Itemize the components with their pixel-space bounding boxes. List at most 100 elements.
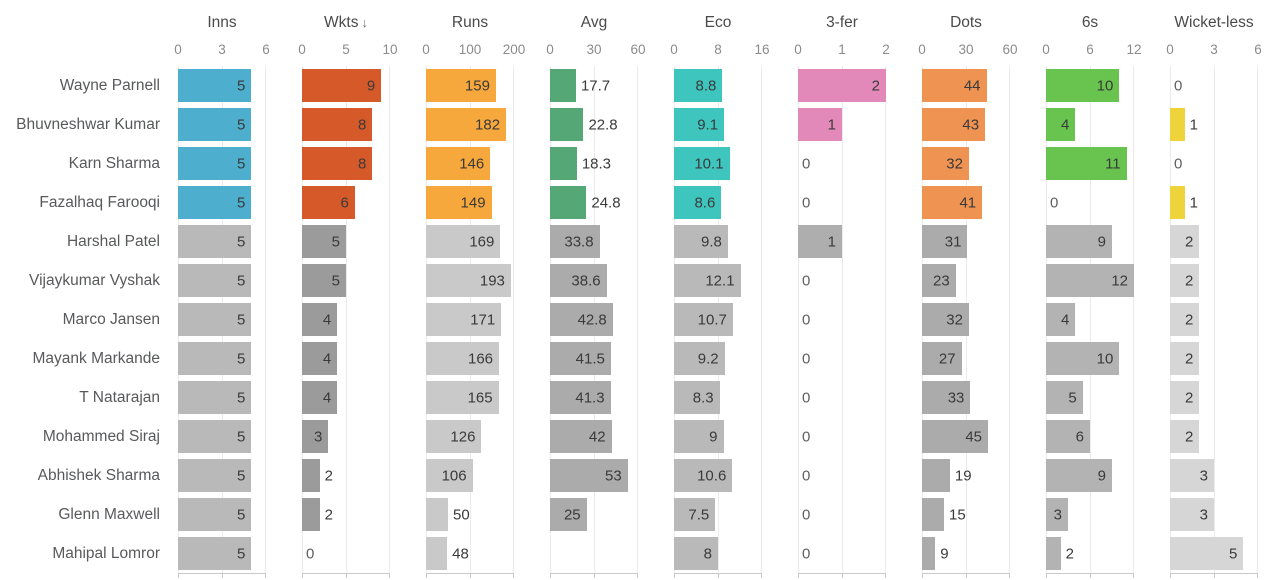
bar-value-label: 193 <box>479 272 505 289</box>
column-sort-title[interactable]: Avg <box>550 14 638 32</box>
bar <box>1170 186 1185 219</box>
gridline <box>389 66 390 573</box>
axis-tick-label: 6 <box>1086 42 1094 57</box>
bar <box>302 147 373 180</box>
axis-tick-mark <box>966 574 967 578</box>
bar-cell: 149 <box>426 183 514 222</box>
column-header: Avg 0 30 60 <box>546 0 645 66</box>
column-sort-title[interactable]: 3-fer <box>798 14 886 32</box>
bar <box>302 459 320 492</box>
bar-cell: 0 <box>798 417 886 456</box>
axis-tick-label: 12 <box>1126 42 1142 57</box>
bar-value-label: 0 <box>802 506 811 523</box>
bar-rows: 9 8 8 6 5 5 4 4 4 3 2 2 0 <box>302 66 390 573</box>
player-name-row: Abhishek Sharma <box>0 457 166 496</box>
bar-value-label: 9 <box>1097 233 1106 250</box>
bar <box>1170 420 1200 453</box>
bar-cell: 17.7 <box>550 66 638 105</box>
bar-cell: 146 <box>426 144 514 183</box>
bar-cell: 9.2 <box>674 339 762 378</box>
bar-value-label: 42 <box>588 428 606 445</box>
bar-value-label: 9.2 <box>697 350 719 367</box>
bar-cell: 3 <box>1170 456 1258 495</box>
bar-cell: 41.3 <box>550 378 638 417</box>
bar-cell: 5 <box>1170 534 1258 573</box>
bar <box>302 186 355 219</box>
bar <box>550 342 611 375</box>
axis-tick-label: 0 <box>918 42 926 57</box>
bar <box>550 264 607 297</box>
bar-cell: 9 <box>922 534 1010 573</box>
metric-column-eco: Eco 0 8 16 8.8 9.1 10.1 8.6 9.8 12.1 10.7 9.2 8.3 9 10… <box>670 0 770 580</box>
metric-column-runs: Runs 0 100 200 159 182 146 149 169 193 171 166 165 12… <box>422 0 525 580</box>
bar-cell: 0 <box>798 261 886 300</box>
axis-tick-mark <box>761 574 762 578</box>
bar <box>922 186 983 219</box>
column-plot-area: 8.8 9.1 10.1 8.6 9.8 12.1 10.7 9.2 8.3 9 10.6 7.5 8 <box>674 66 762 578</box>
bar-value-label: 5 <box>236 155 246 172</box>
axis-tick-label: 0 <box>794 42 802 57</box>
axis-tick-label: 0 <box>298 42 306 57</box>
bar-rows: 10 4 11 0 9 12 4 10 5 6 9 3 2 <box>1046 66 1134 573</box>
bar-cell: 10.7 <box>674 300 762 339</box>
bar-value-label: 0 <box>802 428 811 445</box>
bar-value-label: 38.6 <box>571 272 601 289</box>
axis-tick-label: 2 <box>882 42 890 57</box>
bar-cell: 12 <box>1046 261 1134 300</box>
column-sort-title[interactable]: Inns <box>178 14 266 32</box>
axis-tick-label: 3 <box>218 42 226 57</box>
bar-cell: 2 <box>798 66 886 105</box>
axis-tick-labels: 0 100 200 <box>422 42 525 62</box>
gridline <box>761 66 762 573</box>
column-title-label: 3-fer <box>826 14 858 31</box>
bar-cell: 50 <box>426 495 514 534</box>
column-sort-title[interactable]: Wkts ↓ <box>302 14 390 32</box>
bar <box>550 69 576 102</box>
column-sort-title[interactable]: Runs <box>426 14 514 32</box>
bar <box>674 381 720 414</box>
column-sort-title[interactable]: Dots <box>922 14 1010 32</box>
player-name-row: Glenn Maxwell <box>0 496 166 535</box>
bar-cell: 11 <box>1046 144 1134 183</box>
player-name-row: Mohammed Siraj <box>0 418 166 457</box>
column-plot-area: 17.7 22.8 18.3 24.8 33.8 38.6 42.8 41.5 41.3 42 53… <box>550 66 638 578</box>
bar <box>674 498 716 531</box>
column-sort-title[interactable]: 6s <box>1046 14 1134 32</box>
bar-value-label: 11 <box>1105 155 1121 172</box>
bar-value-label: 5 <box>236 194 246 211</box>
bar-cell: 5 <box>178 417 266 456</box>
bar <box>550 108 584 141</box>
bar-cell: 8 <box>302 105 390 144</box>
column-plot-area: 2 1 0 0 1 0 0 0 0 0 0 0 0 <box>798 66 886 578</box>
column-sort-title[interactable]: Wicket-less <box>1170 14 1258 32</box>
column-header: Inns 0 3 6 <box>174 0 270 66</box>
player-name: T Natarajan <box>79 389 160 407</box>
bar <box>798 108 842 141</box>
axis-tick-label: 6 <box>262 42 270 57</box>
bar <box>426 147 491 180</box>
player-name-row: Mayank Markande <box>0 340 166 379</box>
axis-tick-label: 5 <box>342 42 350 57</box>
bar-value-label: 182 <box>475 116 501 133</box>
gridline <box>637 66 638 573</box>
bar <box>302 498 320 531</box>
metric-column-3-fer: 3-fer 0 1 2 2 1 0 0 1 0 0 0 0 0 0 0 0 <box>794 0 890 580</box>
axis-tick-mark <box>842 574 843 578</box>
bar <box>1046 498 1068 531</box>
bar <box>550 186 587 219</box>
bar-cell: 2 <box>1170 261 1258 300</box>
bar-cell: 5 <box>178 339 266 378</box>
bar <box>426 186 492 219</box>
column-header: Wkts ↓ 0 5 10 <box>298 0 397 66</box>
column-title-label: Avg <box>580 14 608 31</box>
bar <box>426 498 448 531</box>
bar <box>674 186 722 219</box>
bar-value-label: 6 <box>340 194 349 211</box>
column-sort-title[interactable]: Eco <box>674 14 762 32</box>
bar-value-label: 0 <box>1174 155 1183 172</box>
bar-value-label: 106 <box>441 467 467 484</box>
axis-tick-labels: 0 1 2 <box>794 42 890 62</box>
player-name: Mahipal Lomror <box>52 545 160 563</box>
axis-tick-labels: 0 6 12 <box>1042 42 1141 62</box>
bar <box>1046 303 1076 336</box>
